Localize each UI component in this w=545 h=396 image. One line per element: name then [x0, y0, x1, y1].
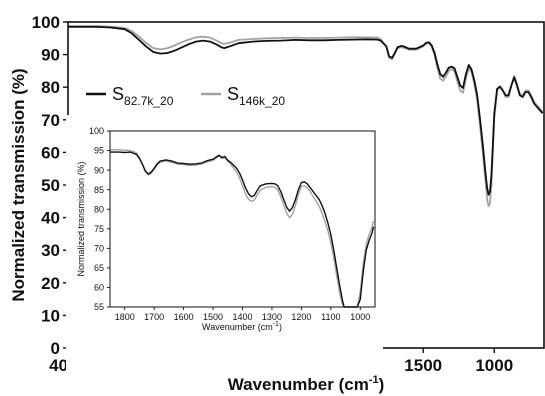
inset-y-tick-label: 85: [94, 185, 104, 195]
inset-plot-frame: [109, 130, 376, 308]
main-x-tick-label: 1500: [404, 356, 442, 375]
inset-x-tick-label: 1400: [232, 312, 252, 322]
inset-x-tick-label: 1000: [350, 312, 370, 322]
inset-background: [66, 115, 383, 372]
inset-series-line-82-7k-20: [110, 151, 375, 308]
main-y-tick-label: 70: [41, 111, 60, 130]
main-y-tick-label: 0: [51, 339, 60, 358]
main-y-tick-label: 30: [41, 241, 60, 260]
inset-plot-lines: [110, 149, 375, 308]
inset-y-tick-label: 65: [94, 263, 104, 273]
inset-series-line-146k-20: [110, 149, 375, 308]
main-y-tick-label: 60: [41, 143, 60, 162]
main-y-axis-label: Normalized transmission (%): [9, 68, 28, 301]
legend-label-s82: S82.7k_20: [112, 84, 174, 108]
inset-x-tick-label: 1500: [203, 312, 223, 322]
inset-x-tick-label: 1600: [174, 312, 194, 322]
main-plot-lines: [68, 24, 544, 208]
inset-x-tick-label: 1100: [321, 312, 340, 322]
main-y-tick-label: 90: [41, 46, 60, 65]
inset-y-axis-label: Normalized transmission (%): [76, 161, 86, 276]
inset-y-tick-label: 80: [94, 204, 104, 214]
main-x-axis-label-superscript: -1: [369, 374, 379, 386]
legend: S82.7k_20 S146k_20: [86, 84, 285, 108]
inset-y-tick-label: 75: [94, 224, 104, 234]
inset-x-axis-label-superscript: -1: [273, 321, 279, 328]
main-y-tick-label: 80: [41, 78, 60, 97]
main-x-tick-label: 1000: [475, 356, 513, 375]
inset-y-ticks: 55 60 65 70 75 80 85 90 95 100: [89, 126, 110, 312]
inset-x-ticks: 1800 1700 1600 1500 1400 1300 1200 1100 1000: [115, 307, 370, 322]
legend-label-s146: S146k_20: [227, 84, 285, 108]
inset-x-axis-label: Wavenumber (cm-1): [202, 321, 282, 332]
inset-y-tick-label: 60: [94, 283, 104, 293]
inset-x-tick-label: 1200: [291, 312, 311, 322]
inset-x-tick-label: 1700: [144, 312, 164, 322]
inset-y-tick-label: 90: [94, 165, 104, 175]
inset-x-tick-label: 1800: [115, 312, 135, 322]
inset-y-tick-label: 55: [94, 302, 104, 312]
inset-y-tick-label: 70: [94, 243, 104, 253]
inset-y-tick-label: 95: [94, 146, 104, 156]
main-y-tick-label: 10: [41, 306, 60, 325]
inset-x-tick-label: 1300: [262, 312, 282, 322]
main-y-tick-label: 20: [41, 274, 60, 293]
main-y-tick-label: 50: [41, 176, 60, 195]
inset-chart: 55 60 65 70 75 80 85 90 95 100 1800 1700 1600 1500 14…: [66, 115, 383, 372]
inset-y-tick-label: 100: [89, 126, 104, 136]
main-series-line-82-7k-20: [68, 25, 544, 196]
main-x-axis-label: Wavenumber (cm-1): [228, 374, 385, 394]
main-y-tick-label: 40: [41, 209, 60, 228]
main-y-tick-label: 100: [32, 13, 60, 32]
main-y-ticks: 0 10 20 30 40 50 60 70 80 90 100: [32, 13, 68, 358]
